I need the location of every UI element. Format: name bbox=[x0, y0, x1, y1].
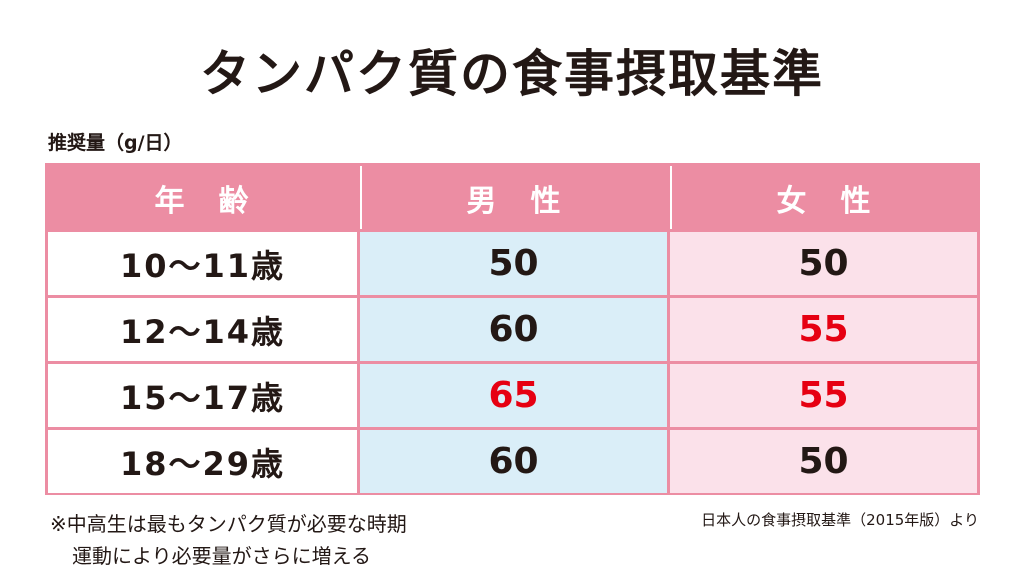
header-male: 男 性 bbox=[360, 166, 667, 229]
header-age: 年 齢 bbox=[48, 166, 357, 229]
age-cell: 12〜14歳 bbox=[48, 298, 357, 361]
female-value-highlight: 55 bbox=[670, 298, 977, 361]
female-value: 50 bbox=[670, 430, 977, 493]
male-value: 50 bbox=[360, 232, 667, 295]
unit-label: 推奨量（g/日） bbox=[48, 132, 183, 154]
source-citation: 日本人の食事摂取基準（2015年版）より bbox=[701, 511, 979, 529]
female-value-highlight: 55 bbox=[670, 364, 977, 427]
male-value: 60 bbox=[360, 430, 667, 493]
page-title: タンパク質の食事摂取基準 bbox=[200, 45, 824, 103]
footnote-line1: ※中高生は最もタンパク質が必要な時期 bbox=[50, 512, 407, 536]
female-value: 50 bbox=[670, 232, 977, 295]
male-value: 60 bbox=[360, 298, 667, 361]
header-female: 女 性 bbox=[670, 166, 977, 229]
age-cell: 10〜11歳 bbox=[48, 232, 357, 295]
footnote: ※中高生は最もタンパク質が必要な時期 運動により必要量がさらに増える bbox=[50, 508, 407, 572]
age-cell: 15〜17歳 bbox=[48, 364, 357, 427]
footnote-line2: 運動により必要量がさらに増える bbox=[72, 544, 371, 568]
male-value-highlight: 65 bbox=[360, 364, 667, 427]
age-cell: 18〜29歳 bbox=[48, 430, 357, 493]
protein-table: 年 齢 男 性 女 性 10〜11歳 50 50 12〜14歳 60 55 15… bbox=[45, 163, 980, 495]
